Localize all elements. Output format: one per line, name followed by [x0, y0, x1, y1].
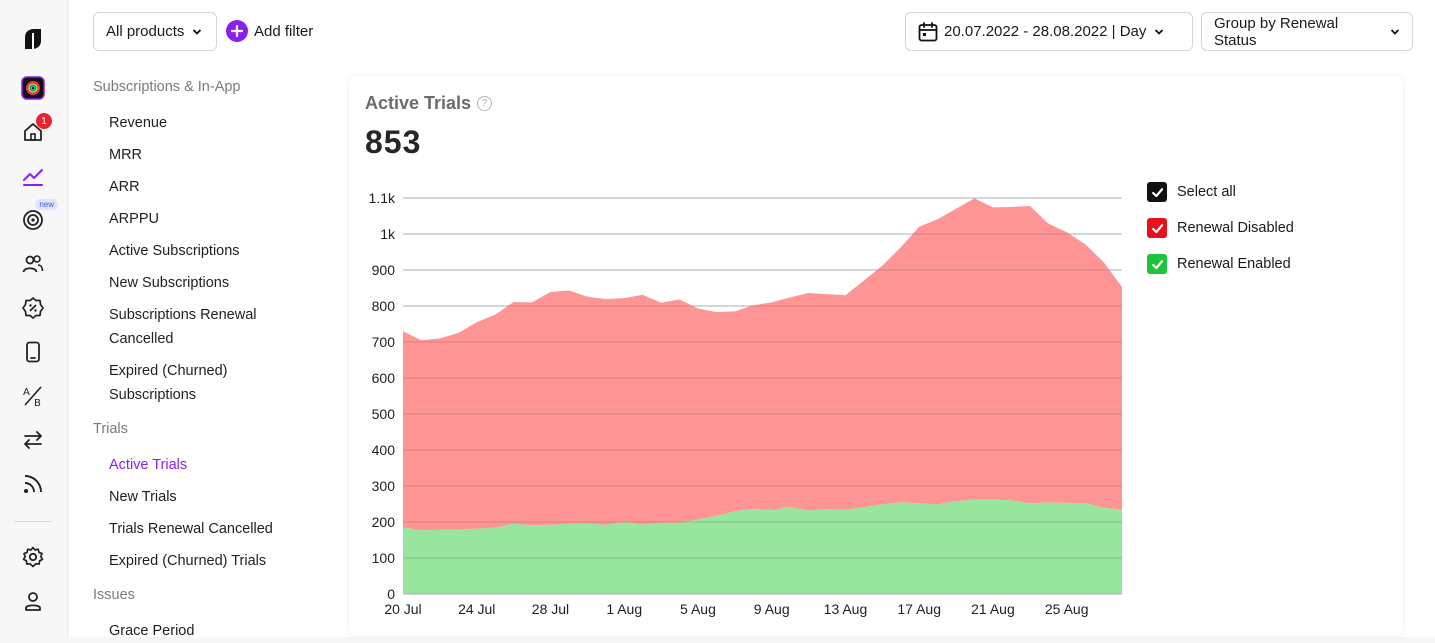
nav-item-subscriptions-renewal-cancelled[interactable]: Subscriptions Renewal Cancelled	[109, 307, 257, 347]
area-renewal-enabled	[403, 499, 1122, 594]
group-by-dropdown[interactable]: Group by Renewal Status	[1201, 12, 1413, 51]
card-title-text: Active Trials	[365, 93, 472, 113]
chart-areas	[403, 197, 1122, 595]
plus-icon	[226, 20, 248, 42]
x-tick-label: 25 Aug	[1045, 601, 1089, 617]
nav-item-new-trials[interactable]: New Trials	[109, 489, 177, 505]
nav-item-active-trials[interactable]: Active Trials	[109, 457, 188, 473]
check-icon	[1151, 223, 1163, 233]
nav-item-expired-trials[interactable]: Expired (Churned) Trials	[109, 553, 267, 569]
y-tick-label: 300	[372, 478, 396, 494]
nav-item-arppu[interactable]: ARPPU	[109, 211, 159, 227]
legend-select-all-label: Select all	[1177, 184, 1236, 200]
area-renewal-disabled	[403, 198, 1122, 531]
nav-item-arr[interactable]: ARR	[109, 179, 140, 195]
legend-renewal-enabled[interactable]: Renewal Enabled	[1147, 254, 1294, 274]
y-tick-label: 800	[372, 298, 396, 314]
new-badge: new	[35, 199, 58, 210]
chevron-down-icon	[1155, 28, 1164, 35]
nav-section-trials: Trials	[93, 421, 128, 437]
chart-y-ticks: 0 100 200 300 400 500 600 700 800 900 1k 1.1k	[369, 190, 396, 602]
profile-icon[interactable]	[18, 586, 48, 616]
x-tick-label: 5 Aug	[680, 601, 716, 617]
x-tick-label: 28 Jul	[532, 601, 569, 617]
x-tick-label: 21 Aug	[971, 601, 1015, 617]
notification-badge: 1	[36, 113, 52, 129]
x-tick-label: 13 Aug	[824, 601, 868, 617]
x-tick-label: 17 Aug	[897, 601, 941, 617]
checkbox-renewal-disabled[interactable]	[1147, 218, 1167, 238]
check-icon	[1151, 259, 1163, 269]
date-range-picker[interactable]: 20.07.2022 - 28.08.2022 | Day	[905, 12, 1193, 51]
settings-icon[interactable]	[18, 542, 48, 572]
chevron-down-icon	[1391, 28, 1400, 35]
x-tick-label: 1 Aug	[606, 601, 642, 617]
products-dropdown[interactable]: All products	[93, 12, 217, 51]
nav-item-expired-subscriptions[interactable]: Expired (Churned) Subscriptions	[109, 363, 228, 403]
card-value: 853	[365, 124, 422, 160]
x-tick-label: 20 Jul	[384, 601, 421, 617]
checkbox-select-all[interactable]	[1147, 182, 1167, 202]
group-by-label: Group by Renewal Status	[1214, 14, 1339, 49]
target-icon[interactable]: new	[18, 199, 58, 235]
card-title: Active Trials ?	[365, 93, 493, 114]
nav-item-revenue[interactable]: Revenue	[109, 115, 168, 131]
nav-section-subscriptions: Subscriptions & In-App	[93, 79, 241, 95]
chart-x-ticks: 20 Jul 24 Jul 28 Jul 1 Aug 5 Aug 9 Aug 13 Aug 1…	[384, 601, 1088, 617]
add-filter-button[interactable]: Add filter	[226, 20, 313, 42]
help-icon[interactable]: ?	[477, 96, 493, 111]
y-tick-label: 900	[372, 262, 396, 278]
users-icon[interactable]	[18, 249, 48, 279]
nav-item-trials-renewal-cancelled[interactable]: Trials Renewal Cancelled	[109, 521, 273, 537]
nav-item-new-subscriptions[interactable]: New Subscriptions	[109, 275, 230, 291]
app-icon[interactable]	[18, 73, 48, 103]
feed-icon[interactable]	[18, 469, 48, 499]
y-tick-label: 700	[372, 334, 396, 350]
y-tick-label: 600	[372, 370, 396, 386]
legend-select-all[interactable]: Select all	[1147, 182, 1294, 202]
chart-legend: Select all Renewal Disabled Renewal Enab…	[1147, 182, 1294, 290]
y-tick-label: 0	[387, 586, 395, 602]
products-dropdown-label: All products	[106, 23, 185, 40]
device-icon[interactable]	[18, 337, 48, 367]
y-tick-label: 500	[372, 406, 396, 422]
y-tick-label: 200	[372, 514, 396, 530]
active-trials-chart: 0 100 200 300 400 500 600 700 800 900 1k 1.1k 20 Ju…	[369, 190, 1122, 617]
active-trials-card: Active Trials ? 853 0 100 200 300 400 500 600 7…	[349, 76, 1403, 636]
promo-icon[interactable]	[18, 293, 48, 323]
x-tick-label: 24 Jul	[458, 601, 495, 617]
legend-renewal-enabled-label: Renewal Enabled	[1177, 256, 1291, 272]
main-area: All products Add filter 20.07.2022 - 28.…	[69, 0, 1435, 639]
y-tick-label: 100	[372, 550, 396, 566]
legend-renewal-disabled-label: Renewal Disabled	[1177, 220, 1294, 236]
logo-icon[interactable]	[18, 24, 48, 54]
chevron-down-icon	[193, 28, 202, 35]
rail-divider	[14, 521, 52, 522]
legend-renewal-disabled[interactable]: Renewal Disabled	[1147, 218, 1294, 238]
date-range-label: 20.07.2022 - 28.08.2022 | Day	[944, 23, 1147, 40]
svg-text:A: A	[23, 387, 30, 398]
y-tick-label: 1.1k	[369, 190, 396, 206]
svg-text:B: B	[34, 398, 41, 408]
y-tick-label: 1k	[380, 226, 396, 242]
calendar-icon	[918, 21, 938, 41]
add-filter-label: Add filter	[254, 22, 314, 40]
analytics-icon[interactable]	[18, 161, 48, 191]
nav-item-active-subscriptions[interactable]: Active Subscriptions	[109, 243, 240, 259]
home-icon[interactable]: 1	[18, 113, 52, 147]
nav-item-mrr[interactable]: MRR	[109, 147, 143, 163]
check-icon	[1151, 187, 1163, 197]
nav-section-issues: Issues	[93, 587, 135, 603]
y-tick-label: 400	[372, 442, 396, 458]
checkbox-renewal-enabled[interactable]	[1147, 254, 1167, 274]
transfer-icon[interactable]	[18, 425, 48, 455]
x-tick-label: 9 Aug	[754, 601, 790, 617]
nav-item-grace-period[interactable]: Grace Period	[109, 623, 195, 639]
